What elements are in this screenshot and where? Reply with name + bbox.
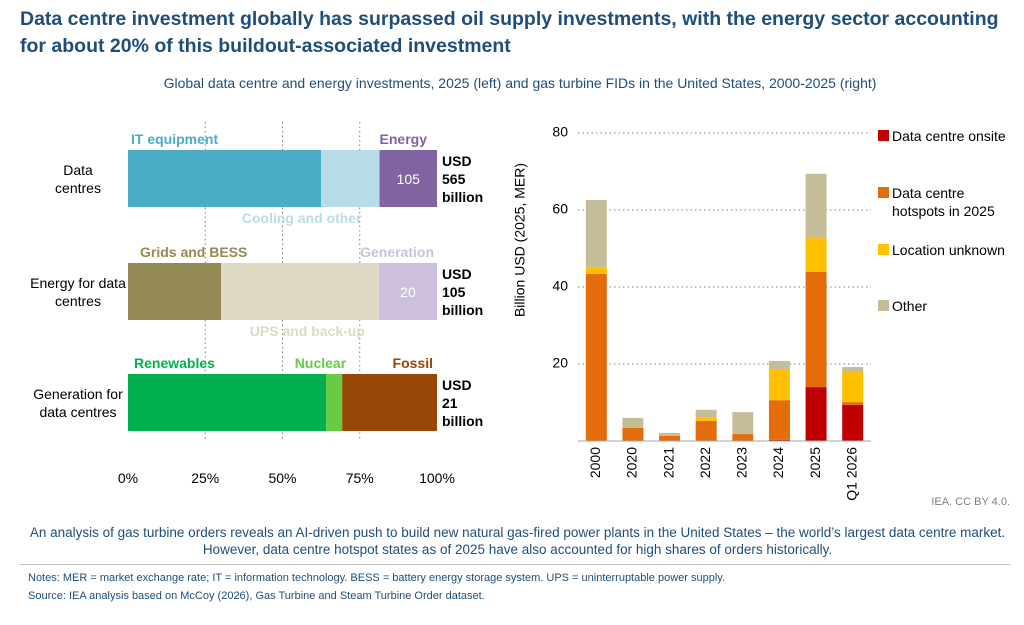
bar-segment [768,369,790,401]
title: Data centre investment globally has surp… [20,8,999,57]
total-label: USD 21 billion [442,376,484,429]
legend-label: Other [892,298,928,314]
bar-segment [842,367,864,373]
bar-segment [622,427,644,441]
bar-segment [379,150,437,207]
bar-segment [695,417,717,421]
bar-segment [732,412,754,435]
segment-label: Fossil [392,355,433,371]
legend-label: Data centre onsite [892,128,1006,144]
x-tick-label: 2000 [587,447,603,478]
source: Source: IEA analysis based on McCoy (202… [28,590,485,602]
bar-segment [128,263,222,320]
x-tick-label: 2024 [770,447,786,478]
y-axis-title: Billion USD (2025, MER) [512,163,528,317]
x-tick-label: 2022 [697,447,713,478]
bar-segment [805,387,827,441]
bar-segment [321,150,380,207]
separator [20,564,1010,565]
bar-segment [342,374,437,431]
x-tick-label: 75% [345,470,374,486]
bar-segment [768,439,790,441]
bar-segment [326,374,343,431]
category-label: Data centres [55,161,101,196]
category-label: Generation for data centres [33,385,123,420]
legend-swatch [878,244,889,255]
x-tick-label: 25% [191,470,220,486]
legend-swatch [878,187,889,198]
segment-label: Energy [379,131,427,147]
y-tick-label: 80 [552,124,568,140]
bar-segment [221,263,379,320]
bar-segment [768,360,790,370]
bar-segment [128,150,322,207]
bar-segment [659,435,681,441]
bar-segment [805,271,827,388]
legend-swatch [878,130,889,141]
bar-segment [695,420,717,441]
bar-segment [805,238,827,272]
bar-segment [659,432,681,436]
category-label: Energy for data centres [30,274,126,309]
x-tick-label: 0% [117,470,139,486]
segment-label: Nuclear [294,355,347,371]
x-tick-label: 2025 [807,447,823,478]
segment-label: Grids and BESS [140,244,248,260]
y-tick-label: 60 [552,201,568,217]
x-tick-label: 50% [268,470,297,486]
bar-segment [622,417,644,428]
segment-label: Renewables [134,355,215,371]
segment-label: IT equipment [131,131,219,147]
amount-label: 105 [396,170,420,187]
bar-segment [585,199,607,268]
segment-label: Cooling and other [241,210,362,226]
notes: Notes: MER = market exchange rate; IT = … [28,572,726,584]
segment-label: UPS and back-up [249,323,365,339]
bar-segment [585,267,607,274]
segment-label: Generation [360,244,434,260]
legend-swatch [878,300,889,311]
bar-segment [805,173,827,239]
x-tick-label: 100% [419,470,455,486]
x-tick-label: Q1 2026 [843,447,859,501]
total-label: USD 565 billion [442,152,484,205]
bar-segment [378,263,437,320]
subtitle: Global data centre and energy investment… [163,75,877,91]
legend-label: Data centre hotspots in 2025 [892,185,995,219]
bar-segment [128,374,327,431]
total-label: USD 105 billion [442,265,484,318]
bar-segment [842,372,864,403]
amount-label: 20 [400,283,416,300]
bar-segment [842,404,864,441]
y-tick-label: 40 [552,278,568,294]
legend-label: Location unknown [892,242,1005,258]
bar-segment [842,402,864,405]
credit: IEA. CC BY 4.0. [931,496,1010,508]
x-tick-label: 2021 [660,447,676,478]
caption: An analysis of gas turbine orders reveal… [29,525,1006,557]
bar-segment [732,434,754,441]
y-tick-label: 20 [552,355,568,371]
x-tick-label: 2020 [624,447,640,478]
bar-segment [695,409,717,418]
bar-segment [768,400,790,440]
bar-segment [585,273,607,441]
x-tick-label: 2023 [734,447,750,478]
